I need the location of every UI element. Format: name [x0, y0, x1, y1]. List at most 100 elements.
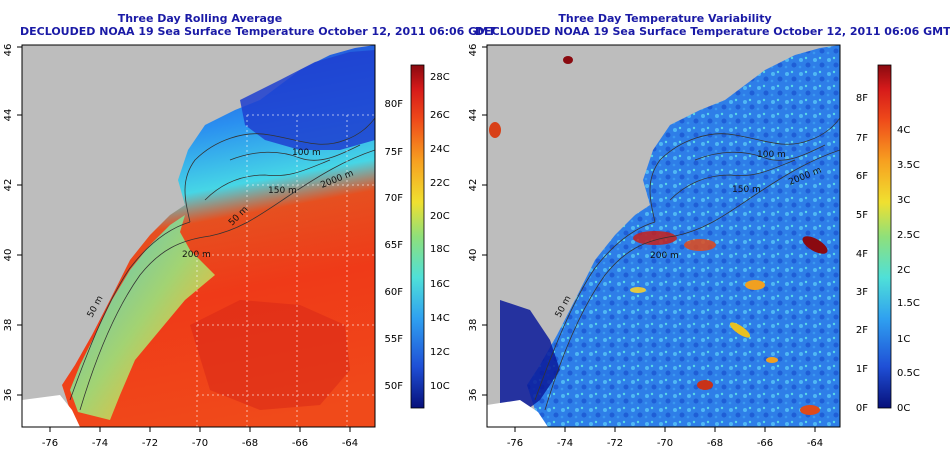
- y-tick-label: 46: [468, 44, 479, 57]
- contour-label: 100 m: [292, 148, 321, 158]
- left-north-cool-water: [240, 50, 375, 150]
- colorbar-f-label: 0F: [856, 403, 868, 414]
- left-y-axis: 36 38 40 42 44 46: [3, 44, 22, 402]
- colorbar-f-label: 2F: [856, 325, 868, 336]
- right-contours: [534, 117, 840, 411]
- colorbar-c-label: 1C: [897, 334, 910, 345]
- left-title-line: Three Day Rolling Average: [117, 12, 283, 25]
- x-tick-label: -68: [707, 438, 723, 449]
- x-tick-label: -76: [42, 438, 58, 449]
- x-tick-label: -66: [757, 438, 773, 449]
- x-tick-label: -74: [557, 438, 573, 449]
- colorbar-c-label: 12C: [430, 347, 450, 358]
- y-tick-label: 46: [3, 44, 14, 57]
- colorbar-c-label: 4C: [897, 125, 910, 136]
- x-tick-label: -70: [192, 438, 208, 449]
- right-colorbar-fahrenheit: 8F 7F 6F 5F 4F 3F 2F 1F 0F: [856, 93, 868, 414]
- x-tick-label: -72: [142, 438, 158, 449]
- colorbar-f-label: 50F: [385, 381, 404, 392]
- left-map: 50 m 200 m 100 m 150 m 2000 m 50 m: [22, 45, 375, 427]
- colorbar-c-label: 0C: [897, 403, 910, 414]
- right-colorbar-celsius: 4C 3.5C 3C 2.5C 2C 1.5C 1C 0.5C 0C: [897, 125, 920, 414]
- y-tick-label: 38: [468, 319, 479, 332]
- left-x-axis: -76 -74 -72 -70 -68 -66 -64: [42, 427, 358, 449]
- colorbar-c-label: 22C: [430, 178, 450, 189]
- left-warm-core: [190, 300, 350, 410]
- right-map: 100 m 150 m 2000 m 200 m 50 m: [487, 45, 840, 427]
- right-colorbar-ramp: [877, 64, 892, 409]
- right-map-frame: [486, 44, 841, 428]
- contour-label: 150 m: [268, 186, 297, 196]
- colorbar-c-label: 24C: [430, 144, 450, 155]
- colorbar-c-label: 14C: [430, 313, 450, 324]
- x-tick-label: -70: [657, 438, 673, 449]
- x-tick-label: -76: [507, 438, 523, 449]
- y-tick-label: 40: [3, 249, 14, 262]
- colorbar-c-label: 3C: [897, 195, 910, 206]
- colorbar-f-label: 7F: [856, 133, 868, 144]
- left-colorbar: 80F 75F 70F 65F 60F 55F 50F 28C 26C 24C …: [385, 64, 450, 409]
- colorbar-f-label: 70F: [385, 193, 404, 204]
- x-tick-label: -64: [807, 438, 823, 449]
- y-tick-label: 44: [3, 109, 14, 122]
- y-tick-label: 42: [468, 179, 479, 192]
- left-southwest-land: [22, 395, 80, 427]
- left-gridlines: [196, 114, 375, 427]
- contour-label: 200 m: [182, 250, 211, 260]
- x-tick-label: -64: [342, 438, 358, 449]
- y-tick-label: 38: [3, 319, 14, 332]
- colorbar-f-label: 80F: [385, 99, 404, 110]
- colorbar-f-label: 65F: [385, 240, 404, 251]
- contour-label: 100 m: [757, 150, 786, 160]
- colorbar-f-label: 1F: [856, 364, 868, 375]
- colorbar-f-label: 6F: [856, 171, 868, 182]
- colorbar-f-label: 8F: [856, 93, 868, 104]
- colorbar-f-label: 3F: [856, 287, 868, 298]
- right-southwest-land: [487, 400, 548, 427]
- right-subtitle-line: DECLOUDED NOAA 19 Sea Surface Temperatur…: [475, 25, 950, 38]
- x-tick-label: -72: [607, 438, 623, 449]
- left-colorbar-ramp: [410, 64, 425, 409]
- right-coastal-low-variability: [500, 300, 560, 420]
- left-map-title: Three Day Rolling Average DECLOUDED NOAA…: [20, 12, 496, 38]
- left-contours: [69, 117, 375, 411]
- x-tick-label: -68: [242, 438, 258, 449]
- colorbar-f-label: 5F: [856, 210, 868, 221]
- colorbar-f-label: 55F: [385, 334, 404, 345]
- colorbar-c-label: 16C: [430, 279, 450, 290]
- x-tick-label: -66: [292, 438, 308, 449]
- colorbar-c-label: 28C: [430, 72, 450, 83]
- right-x-axis: -76 -74 -72 -70 -68 -66 -64: [507, 427, 823, 449]
- contour-label: 200 m: [650, 251, 679, 261]
- contour-label: 150 m: [732, 185, 761, 195]
- y-tick-label: 40: [468, 249, 479, 262]
- right-colorbar: 8F 7F 6F 5F 4F 3F 2F 1F 0F 4C 3.5C 3C 2.…: [856, 64, 920, 414]
- colorbar-f-label: 75F: [385, 147, 404, 158]
- left-colorbar-fahrenheit: 80F 75F 70F 65F 60F 55F 50F: [385, 99, 404, 392]
- colorbar-f-label: 4F: [856, 249, 868, 260]
- colorbar-c-label: 26C: [430, 110, 450, 121]
- right-title-line: Three Day Temperature Variability: [558, 12, 772, 25]
- right-map-title: Three Day Temperature Variability DECLOU…: [475, 12, 950, 38]
- colorbar-c-label: 3.5C: [897, 160, 920, 171]
- colorbar-c-label: 2C: [897, 265, 910, 276]
- left-colorbar-celsius: 28C 26C 24C 22C 20C 18C 16C 14C 12C 10C: [430, 72, 450, 392]
- left-shelf-water: [70, 215, 215, 420]
- colorbar-c-label: 0.5C: [897, 368, 920, 379]
- colorbar-c-label: 10C: [430, 381, 450, 392]
- colorbar-c-label: 2.5C: [897, 230, 920, 241]
- y-tick-label: 36: [468, 389, 479, 402]
- left-x-ticks: [49, 427, 351, 432]
- colorbar-c-label: 20C: [430, 211, 450, 222]
- y-tick-label: 36: [3, 389, 14, 402]
- left-map-frame: [21, 44, 376, 428]
- colorbar-c-label: 1.5C: [897, 298, 920, 309]
- colorbar-f-label: 60F: [385, 287, 404, 298]
- x-tick-label: -74: [92, 438, 108, 449]
- right-y-axis: 36 38 40 42 44 46: [468, 44, 487, 402]
- y-tick-label: 44: [468, 109, 479, 122]
- left-subtitle-line: DECLOUDED NOAA 19 Sea Surface Temperatur…: [20, 25, 496, 38]
- colorbar-c-label: 18C: [430, 244, 450, 255]
- right-high-variability-patches: [489, 56, 828, 415]
